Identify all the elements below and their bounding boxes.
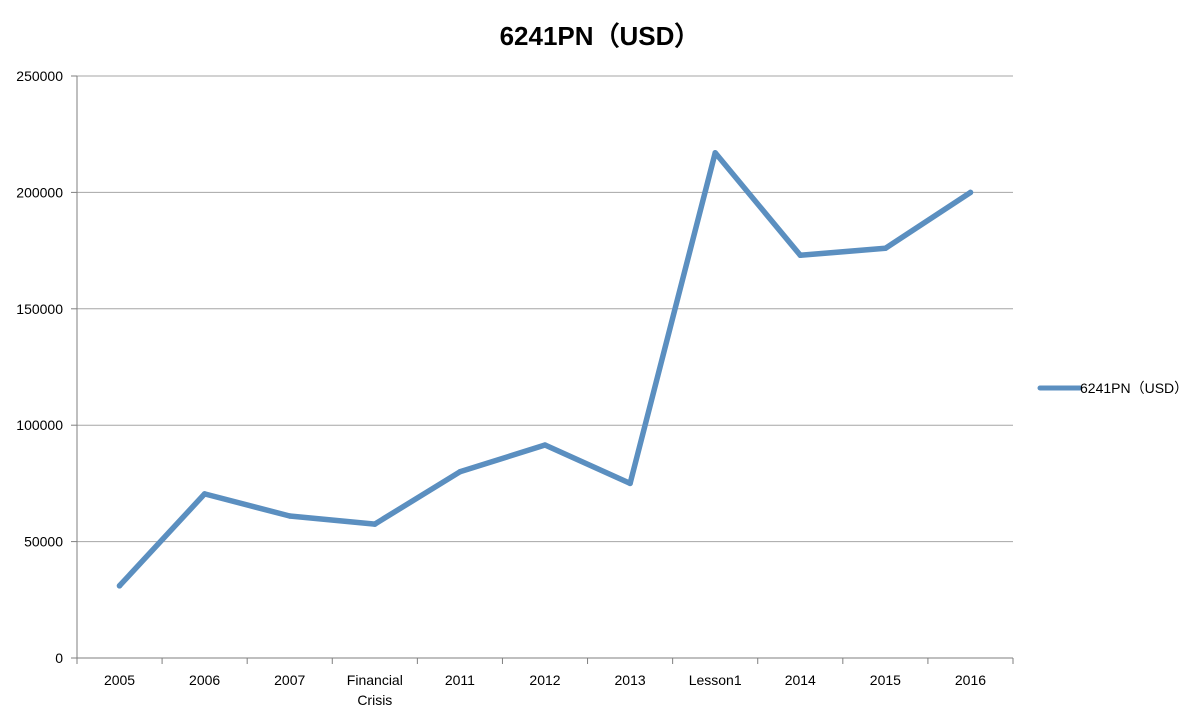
legend-label: 6241PN（USD） xyxy=(1080,380,1188,396)
data-point xyxy=(116,583,123,589)
data-point xyxy=(286,513,293,519)
x-tick-label: 2015 xyxy=(870,672,901,688)
x-axis-tick-labels: 2005 2006 2007 Financial Crisis 2011 2012 2013 L… xyxy=(104,672,986,708)
x-tick-label: 2011 xyxy=(445,672,475,688)
x-tick-label: 2013 xyxy=(615,672,646,688)
x-tick-label: 2012 xyxy=(529,672,560,688)
legend: 6241PN（USD） xyxy=(1037,380,1188,396)
x-tick-label: 2006 xyxy=(189,672,220,688)
y-tick-label: 100000 xyxy=(16,417,63,433)
data-point xyxy=(201,491,208,497)
x-tick-label: Financial Crisis xyxy=(347,672,403,708)
x-tick-label: Lesson1 xyxy=(689,672,742,688)
x-tick-label: 2014 xyxy=(785,672,816,688)
series-lines xyxy=(116,150,974,589)
chart-title: 6241PN（USD） xyxy=(500,21,701,51)
data-point xyxy=(457,469,463,475)
y-axis-tick-labels: 0 50000 100000 150000 200000 250000 xyxy=(16,68,63,666)
y-tick-label: 200000 xyxy=(16,184,63,200)
data-point xyxy=(967,189,974,196)
x-tick-label: 2005 xyxy=(104,672,135,688)
data-point xyxy=(797,252,804,259)
y-tick-label: 150000 xyxy=(16,301,63,317)
x-tick-label: 2016 xyxy=(955,672,986,688)
data-point xyxy=(627,480,633,487)
data-point xyxy=(712,150,718,156)
series-line xyxy=(116,150,974,589)
axes xyxy=(71,75,1014,664)
gridlines xyxy=(77,75,1013,543)
data-point xyxy=(372,521,378,527)
y-tick-label: 250000 xyxy=(16,68,63,84)
y-tick-label: 0 xyxy=(55,650,63,666)
data-point xyxy=(542,442,548,448)
y-tick-label: 50000 xyxy=(24,534,63,550)
x-tick-label: 2007 xyxy=(274,672,305,688)
data-point xyxy=(882,245,889,252)
